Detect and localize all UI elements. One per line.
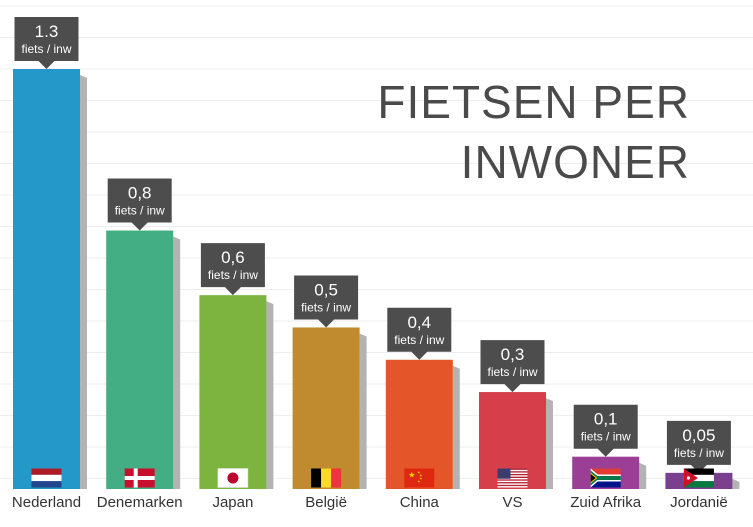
bar — [292, 327, 360, 489]
svg-text:★: ★ — [408, 471, 415, 480]
unit-label: fiets / inw — [674, 446, 724, 460]
bar-shadow — [732, 478, 740, 489]
chart-title-line-1: FIETSEN PER — [377, 76, 690, 128]
unit-label: fiets / inw — [394, 333, 444, 347]
svg-text:★: ★ — [419, 474, 422, 478]
bar-shadow — [452, 365, 460, 489]
unit-label: fiets / inw — [208, 268, 258, 282]
flag-jordan-icon — [683, 468, 714, 488]
flag-japan-icon — [217, 468, 249, 488]
bar-shadow — [639, 462, 647, 489]
x-tick-label: Japan — [212, 494, 253, 511]
x-tick-label: Jordanië — [670, 494, 728, 511]
data-label: 0,8 — [128, 184, 152, 203]
data-label: 0,5 — [314, 280, 338, 299]
flag-usa-icon — [497, 468, 528, 488]
value-callout — [294, 275, 359, 328]
value-callout — [14, 17, 79, 69]
data-label: 0,05 — [682, 426, 715, 445]
unit-label: fiets / inw — [301, 300, 351, 314]
bar — [13, 69, 80, 489]
x-tick-label: VS — [502, 494, 522, 511]
value-callout — [387, 307, 452, 360]
unit-label: fiets / inw — [21, 42, 71, 56]
bar-shadow — [359, 333, 367, 489]
data-label: 0,4 — [407, 313, 431, 332]
bar — [106, 230, 174, 490]
data-label: 0,3 — [501, 345, 525, 364]
value-callout — [480, 340, 545, 393]
bar-shadow — [80, 75, 87, 489]
unit-label: fiets / inw — [487, 365, 537, 379]
bar — [199, 295, 267, 489]
flag-south-africa-icon — [590, 468, 621, 488]
x-tick-label: Denemarken — [97, 494, 183, 511]
svg-text:★: ★ — [417, 480, 420, 484]
flag-china-icon: ★ ★★★★ — [404, 468, 435, 488]
bar-shadow — [546, 398, 553, 489]
bar-shadow — [173, 236, 181, 489]
x-tick-label: België — [305, 494, 347, 511]
chart-title-line-2: INWONER — [461, 136, 690, 188]
bar — [385, 359, 453, 489]
flag-denmark-icon — [124, 468, 155, 488]
data-label: 0,6 — [221, 248, 245, 267]
unit-label: fiets / inw — [581, 430, 631, 444]
unit-label: fiets / inw — [115, 204, 165, 218]
bar-shadow — [266, 301, 274, 489]
flag-netherlands-icon — [31, 468, 62, 488]
value-callout — [573, 404, 638, 457]
value-callout — [107, 178, 172, 231]
value-callout — [200, 243, 265, 296]
value-callout — [666, 420, 731, 473]
svg-text:★: ★ — [417, 471, 420, 475]
data-label: 0,1 — [594, 410, 618, 429]
x-tick-label: Nederland — [12, 494, 81, 511]
x-tick-label: Zuid Afrika — [570, 494, 642, 511]
data-label: 1.3 — [35, 22, 59, 41]
svg-text:★: ★ — [419, 477, 422, 481]
flag-belgium-icon — [311, 468, 342, 488]
x-tick-label: China — [400, 494, 440, 511]
